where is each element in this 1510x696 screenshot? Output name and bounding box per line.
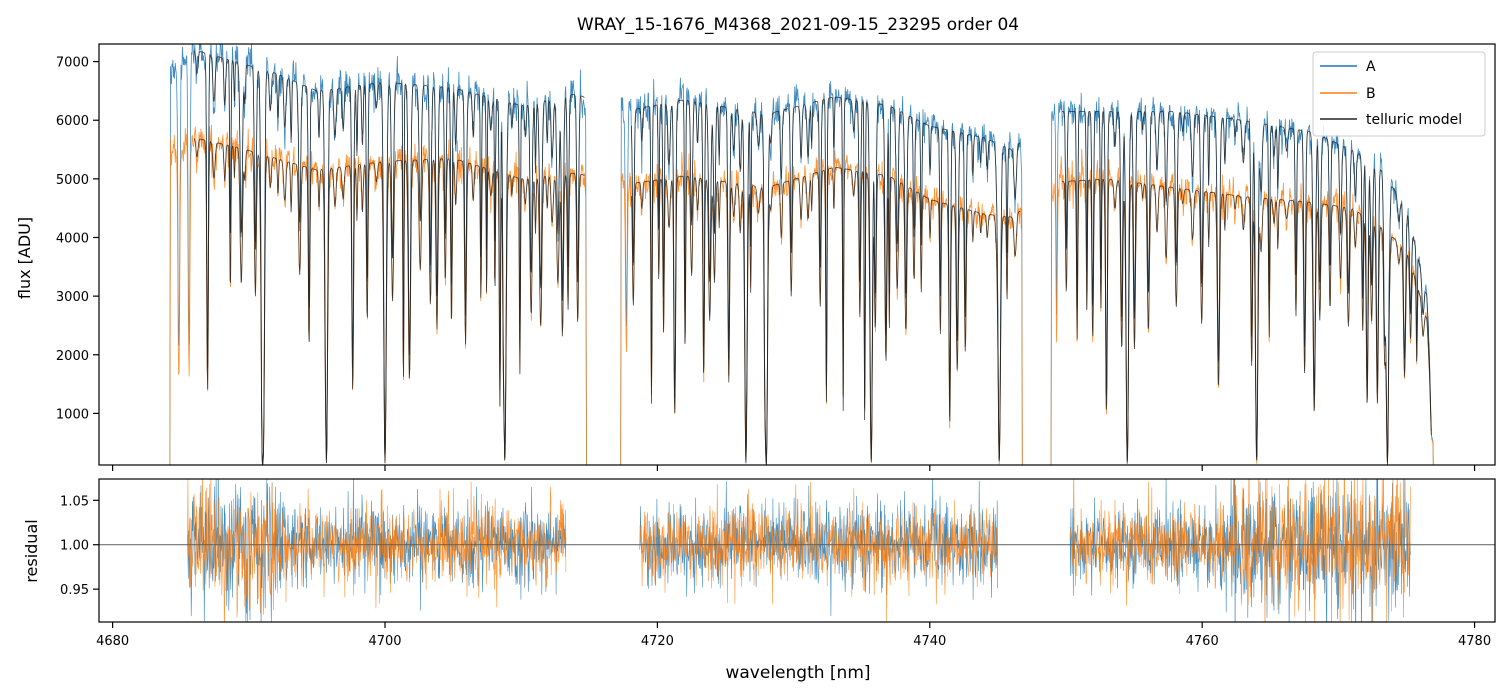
residual-x-tick-label-4760: 4760 — [1186, 634, 1219, 649]
legend-frame — [1312, 51, 1486, 137]
flux-y-tick-label-5000: 5000 — [56, 173, 89, 188]
x-axis-label: wavelength [nm] — [725, 663, 870, 683]
flux-y-ticks: 1000 2000 3000 4000 5000 6000 7000 — [56, 56, 99, 422]
residual-x-tick-label-4780: 4780 — [1458, 634, 1491, 649]
flux-y-tick-label-3000: 3000 — [56, 290, 89, 305]
legend-label-A: A — [1366, 59, 1376, 75]
residual-x-ticks: 4680 4700 4720 4740 4760 4780 — [96, 622, 1491, 649]
residual-y-axis-label: residual — [22, 519, 41, 582]
flux-y-tick-label-2000: 2000 — [56, 349, 89, 364]
residual-y-ticks: 0.95 1.00 1.05 — [60, 494, 99, 598]
residual-x-tick-label-4740: 4740 — [913, 634, 946, 649]
series-telluric-model-B-segment-0 — [193, 138, 585, 465]
residual-B-segment-1 — [639, 481, 998, 622]
residual-x-tick-label-4700: 4700 — [368, 634, 401, 649]
chart-title: WRAY_15-1676_M4368_2021-09-15_23295 orde… — [577, 15, 1019, 35]
series-telluric-model-A-segment-2 — [1061, 110, 1432, 463]
residual-B-segment-2 — [1069, 479, 1411, 622]
series-telluric-model-B-segment-2 — [1061, 178, 1432, 465]
legend-label-telluric: telluric model — [1366, 112, 1462, 128]
legend-label-B: B — [1366, 86, 1376, 102]
residual-y-tick-label-0.95: 0.95 — [60, 583, 89, 598]
residual-B-segment-0 — [187, 479, 567, 622]
flux-y-tick-label-6000: 6000 — [56, 114, 89, 129]
residual-y-tick-label-1.05: 1.05 — [60, 494, 89, 509]
residual-x-tick-label-4720: 4720 — [641, 634, 674, 649]
residual-plot-area — [99, 479, 1495, 622]
residual-y-tick-label-1: 1.00 — [60, 539, 89, 554]
flux-y-tick-label-4000: 4000 — [56, 231, 89, 246]
residual-x-tick-label-4680: 4680 — [96, 634, 129, 649]
residual-A-segment-1 — [639, 479, 998, 617]
residual-panel: 4680 4700 4720 4740 4760 4780 0.95 1.00 1.05 re… — [22, 478, 1496, 683]
flux-axes-frame — [98, 43, 1496, 466]
flux-plot-area — [169, 44, 1434, 465]
flux-x-ticks — [112, 465, 1476, 471]
legend: A B telluric model — [1312, 51, 1486, 137]
flux-y-axis-label: flux [ADU] — [15, 217, 34, 299]
flux-y-tick-label-1000: 1000 — [56, 407, 89, 422]
series-telluric-model-B-segment-1 — [631, 166, 1021, 465]
residual-axes-frame — [98, 478, 1496, 623]
flux-y-tick-label-7000: 7000 — [56, 56, 89, 71]
